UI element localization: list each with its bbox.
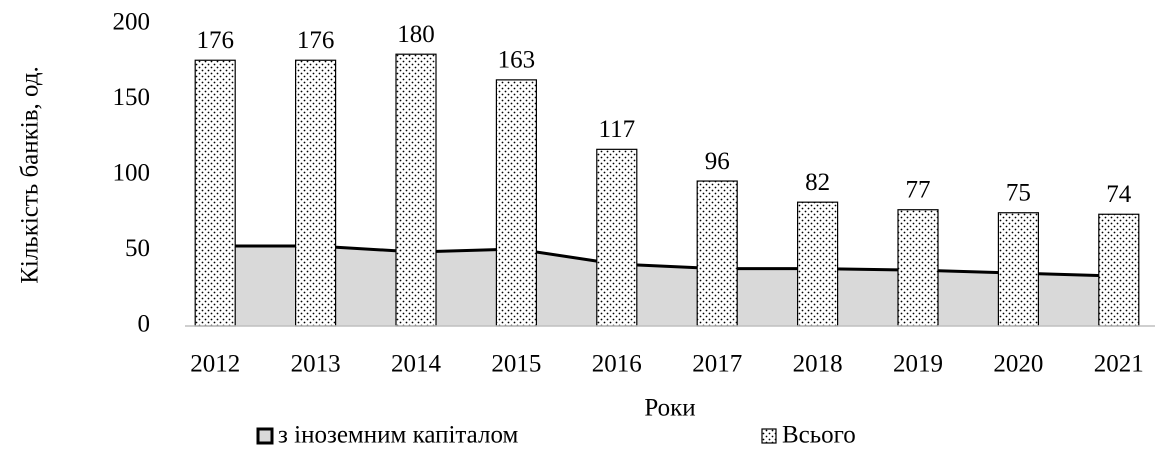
x-tick-label: 2015 [491,351,541,378]
data-label: 77 [906,176,931,203]
bar [295,59,337,327]
data-label: 82 [805,169,830,196]
x-tick-label: 2020 [993,351,1043,378]
x-axis-title: Роки [644,395,695,422]
area [215,245,1119,326]
data-label: 180 [397,21,435,48]
y-tick-label: 200 [113,9,151,36]
x-tick-label: 2014 [391,351,442,378]
x-tick-label: 2012 [190,351,240,378]
legend-label: з іноземним капіталом [278,422,518,449]
data-label: 163 [498,47,536,74]
data-label: 74 [1106,181,1132,208]
x-tick-label: 2016 [592,351,642,378]
y-axis-title: Кількість банків, од. [17,66,44,284]
x-tick-label: 2017 [692,351,742,378]
bar [495,79,537,327]
bar [395,53,437,327]
legend-swatch [761,428,777,444]
x-tick-label: 2021 [1094,351,1144,378]
data-label: 96 [705,148,730,175]
bar [997,212,1040,327]
y-tick-label: 150 [113,84,151,111]
bar [596,148,638,327]
data-label: 117 [599,116,636,143]
y-tick-label: 50 [125,235,150,262]
area-line [215,244,1119,278]
bar [796,201,839,327]
legend-swatch [256,427,274,445]
bar [194,59,236,327]
x-tick-label: 2019 [893,351,943,378]
y-tick-label: 100 [113,160,151,187]
bar [1098,213,1140,327]
data-label: 75 [1006,179,1031,206]
legend-label: Всього [782,422,856,449]
y-tick-label: 0 [138,311,151,338]
x-tick-label: 2018 [793,351,843,378]
data-label: 176 [196,27,234,54]
x-tick-label: 2013 [291,351,341,378]
bar [696,180,738,327]
bar [897,209,939,327]
data-label: 176 [297,27,335,54]
